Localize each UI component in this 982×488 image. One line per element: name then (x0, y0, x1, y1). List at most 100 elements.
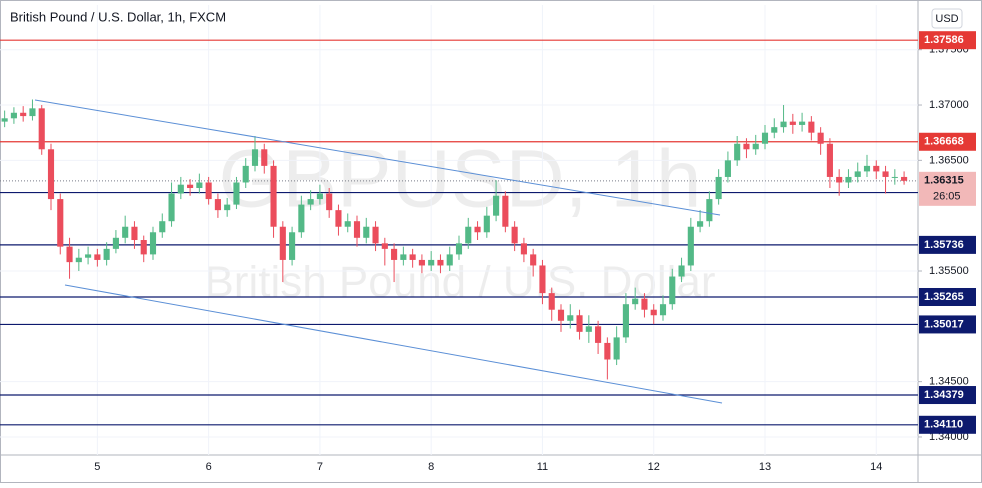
candle-body (901, 176, 908, 181)
candle-body (409, 254, 416, 260)
level-label: 1.35265 (924, 291, 964, 303)
candle-body (771, 127, 778, 133)
candle-body (289, 232, 296, 260)
candle-body (678, 265, 685, 277)
candle-body (66, 246, 73, 263)
candle-body (428, 259, 435, 266)
candle-body (817, 132, 824, 144)
candle-body (94, 254, 101, 260)
candle-body (316, 193, 323, 200)
candle-body (344, 221, 351, 227)
candle-body (205, 182, 212, 200)
price-labels: 1.375861.366681.362091.357361.352651.350… (919, 31, 976, 434)
y-tick-label: 1.35500 (929, 265, 969, 277)
candle-body (854, 171, 861, 177)
level-label-box (919, 31, 976, 50)
candle-body (622, 304, 629, 338)
level-label-box (919, 415, 976, 434)
candle-body (604, 342, 611, 360)
trend-line-upper (34, 99, 721, 216)
candle-body (687, 226, 694, 266)
candle-body (75, 257, 82, 263)
candle-body (363, 226, 370, 238)
candle-body (103, 248, 110, 260)
candle-body (38, 108, 45, 150)
candle-body (149, 232, 157, 255)
candle-body (446, 254, 453, 266)
candle-body (1, 118, 8, 122)
candle-body (530, 254, 537, 266)
candle-body (780, 121, 787, 128)
x-tick-label: 13 (759, 461, 771, 473)
candle-body (400, 254, 407, 260)
watermark: GBPUSD, 1h British Pound / U.S. Dollar (204, 134, 715, 307)
y-tick-label: 1.37000 (929, 99, 969, 111)
last-price-box (919, 171, 976, 206)
x-tick-label: 14 (870, 461, 882, 473)
level-label: 1.35017 (924, 318, 964, 330)
candle-body (669, 276, 676, 305)
candle-body (641, 298, 648, 310)
candle-body (214, 199, 221, 211)
candle-body (743, 143, 750, 150)
candle-body (168, 193, 175, 222)
currency-button[interactable] (931, 8, 963, 29)
candle-body (187, 184, 194, 189)
candle-body (20, 112, 27, 117)
candle-body (326, 193, 333, 211)
level-label: 1.34379 (924, 389, 964, 401)
candle-body (85, 254, 92, 258)
candle-body (233, 182, 240, 205)
candle-body (891, 176, 898, 178)
candle-body (697, 221, 704, 227)
candle-body (140, 240, 147, 255)
candle-body (539, 265, 546, 294)
x-tick-label: 6 (206, 461, 212, 473)
candle-body (159, 221, 166, 233)
candle-body (595, 326, 602, 343)
currency-label[interactable]: USD (935, 13, 958, 25)
y-tick-label: 1.36500 (929, 154, 969, 166)
candle-body (455, 243, 463, 255)
level-label-box (919, 386, 976, 405)
candle-body (47, 149, 55, 200)
grid (0, 5, 918, 455)
level-label-box (919, 315, 976, 334)
candle-body (493, 195, 500, 216)
candle-body (335, 210, 342, 227)
candle-body (576, 315, 583, 332)
candle-body (418, 259, 425, 266)
candle-body (353, 221, 361, 238)
candle-body (724, 160, 731, 177)
candle-body (873, 165, 880, 172)
candle-body (789, 121, 796, 125)
candle-body (251, 149, 259, 166)
x-tick-label: 5 (94, 461, 100, 473)
level-label: 1.34110 (924, 419, 963, 431)
candle-body (261, 149, 268, 166)
candle-body (761, 132, 769, 144)
candle-body (483, 215, 490, 233)
level-label: 1.37586 (924, 34, 964, 46)
candle-body (585, 326, 592, 332)
candle-body (57, 199, 64, 247)
x-tick-label: 12 (648, 461, 660, 473)
candle-body (270, 165, 277, 227)
candle-body (808, 121, 815, 133)
candle-body (567, 315, 574, 321)
candle-body (474, 226, 481, 233)
candle-body (520, 243, 527, 255)
candle-body (112, 237, 119, 249)
candle-body (502, 195, 509, 227)
candle-body (465, 226, 472, 244)
candle-body (799, 121, 806, 125)
level-label-box (919, 132, 976, 151)
candle-body (29, 108, 36, 117)
countdown-label: 26:05 (933, 191, 961, 203)
candle-body (131, 226, 138, 241)
candle-body (177, 184, 184, 194)
x-tick-label: 8 (428, 461, 434, 473)
trend-line-lower (64, 284, 723, 404)
